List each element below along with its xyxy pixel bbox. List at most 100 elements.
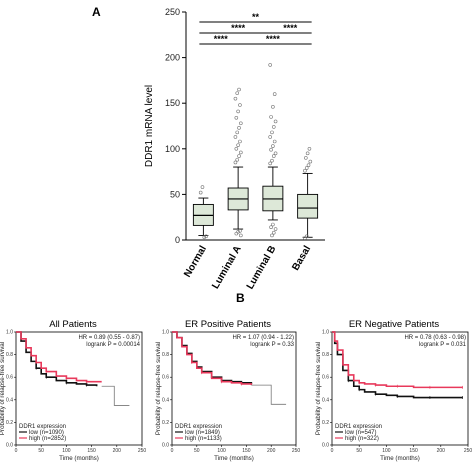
outlier-point — [271, 222, 275, 227]
outlier-point — [273, 151, 278, 156]
km-y-tick-label: 0.4 — [322, 397, 329, 403]
km-legend-title: DDR1 expression — [19, 424, 66, 430]
km-plot-frame — [15, 331, 143, 446]
km-y-tick-label: 1.0 — [6, 330, 13, 336]
km-panel-er-negative: ER Negative Patients 0 50 100 150 200 250 0.0 0.… — [315, 319, 472, 462]
km-hr-text: HR = 0.89 (0.55 - 0.87) — [78, 335, 140, 341]
km-legend-entry: high (n=1133) — [185, 436, 222, 442]
km-y-tick-label: 0.4 — [162, 397, 169, 403]
km-x-tick-label: 150 — [242, 448, 251, 454]
y-tick-label: 0 — [175, 235, 180, 245]
km-series-line-1 — [172, 331, 253, 386]
outlier-point — [304, 156, 308, 160]
panel-label-a: A — [92, 5, 101, 19]
outlier-point — [236, 229, 240, 234]
km-y-axis-label: Probability of relapse-free survival — [0, 342, 6, 435]
km-x-tick-label: 200 — [437, 448, 446, 454]
km-y-tick-label: 0.6 — [162, 375, 169, 381]
outlier-point — [272, 139, 277, 144]
significance-label: **** — [266, 34, 281, 44]
significance-label: **** — [231, 23, 246, 33]
km-plot-frame — [171, 331, 297, 446]
outlier-point — [237, 126, 241, 130]
km-y-tick-label: 0.0 — [6, 443, 13, 449]
km-series-line-1 — [16, 331, 102, 383]
outlier-point — [269, 115, 273, 119]
km-hr-text: HR = 1.07 (0.94 - 1.22) — [232, 335, 294, 341]
outlier-point — [271, 105, 275, 109]
x-category-label: Luminal B — [245, 244, 279, 291]
outlier-point — [270, 233, 274, 238]
significance-label: **** — [214, 34, 229, 44]
outlier-point — [200, 185, 205, 189]
km-x-tick-label: 100 — [62, 448, 71, 454]
x-category-label: Basal — [290, 244, 313, 273]
y-tick-label: 150 — [165, 98, 180, 108]
y-axis-label: DDR1 mRNA level — [144, 85, 155, 167]
km-y-tick-label: 0.2 — [6, 420, 13, 426]
outlier-point — [198, 190, 203, 195]
outlier-point — [234, 115, 239, 120]
km-hr-text: HR = 0.78 (0.63 - 0.98) — [404, 335, 466, 341]
km-y-tick-label: 0.8 — [322, 352, 329, 358]
km-legend-title: DDR1 expression — [175, 424, 222, 430]
y-tick-label: 200 — [165, 53, 180, 63]
outlier-point — [304, 234, 309, 239]
outlier-point — [238, 103, 242, 107]
outlier-point — [204, 234, 208, 239]
outlier-point — [273, 227, 278, 231]
km-x-tick-label: 50 — [356, 448, 362, 454]
outlier-point — [237, 154, 241, 158]
outlier-point — [239, 233, 243, 238]
outlier-point — [304, 166, 309, 170]
outlier-point — [271, 154, 276, 158]
outlier-point — [202, 235, 207, 240]
outlier-point — [271, 144, 275, 148]
km-x-tick-label: 0 — [171, 448, 174, 454]
km-legend-entry: low (n=547) — [345, 430, 377, 436]
outlier-point — [269, 225, 273, 230]
outlier-point — [307, 147, 312, 151]
outlier-point — [238, 139, 242, 144]
outlier-point — [234, 147, 239, 151]
km-legend-title: DDR1 expression — [335, 424, 382, 430]
km-x-tick-label: 0 — [15, 448, 18, 454]
km-y-tick-label: 0.6 — [322, 375, 329, 381]
km-y-tick-label: 0.0 — [162, 443, 169, 449]
outlier-point — [271, 125, 276, 129]
km-legend-entry: low (n=1090) — [29, 430, 64, 436]
km-y-tick-label: 1.0 — [162, 330, 169, 336]
km-series-line-2 — [251, 384, 287, 405]
km-x-tick-label: 50 — [38, 448, 44, 454]
outlier-point — [239, 121, 243, 126]
km-y-tick-label: 0.2 — [322, 420, 329, 426]
km-legend-entry: low (n=1849) — [185, 430, 220, 436]
outlier-point — [234, 231, 239, 236]
outlier-point — [306, 163, 311, 168]
outlier-point — [270, 158, 274, 163]
outlier-point — [268, 161, 272, 166]
x-category-label: Normal — [182, 244, 209, 280]
outlier-point — [305, 151, 310, 156]
km-legend-entry: high (n=2852) — [29, 436, 66, 442]
outlier-point — [272, 92, 277, 96]
km-x-tick-label: 200 — [113, 448, 122, 454]
km-y-axis-label: Probability of relapse-free survival — [155, 342, 162, 435]
km-title: All Patients — [49, 319, 97, 330]
significance-label: **** — [283, 23, 298, 33]
y-tick-label: 50 — [170, 189, 180, 199]
km-x-tick-label: 50 — [194, 448, 200, 454]
km-panel-all-patients: All Patients 0 50 100 150 200 250 0.0 0.2 0.4 0.6 0… — [0, 319, 146, 462]
km-p-text: logrank P = 0.00014 — [86, 342, 140, 348]
km-plot-frame — [331, 331, 469, 446]
outlier-point — [303, 168, 307, 173]
y-tick-label: 250 — [165, 7, 180, 17]
km-x-tick-label: 100 — [217, 448, 226, 454]
y-tick-label: 100 — [165, 144, 180, 154]
km-series-line-2 — [101, 385, 130, 406]
km-y-axis-label: Probability of relapse-free survival — [315, 342, 322, 435]
km-y-tick-label: 0.8 — [6, 352, 13, 358]
km-y-tick-label: 0.2 — [162, 420, 169, 426]
x-category-label: Luminal A — [210, 244, 244, 291]
